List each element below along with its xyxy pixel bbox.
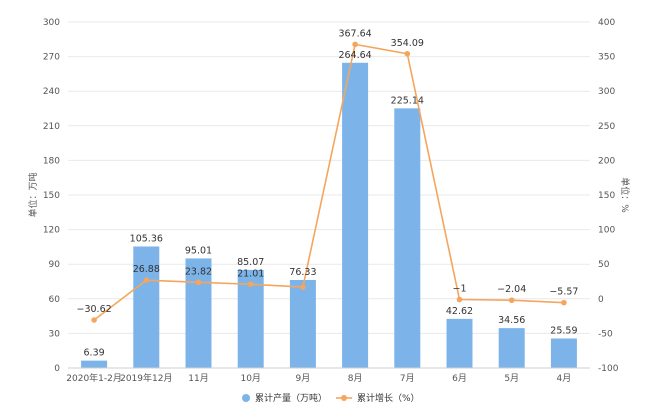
y-left-tick-label: 210	[43, 122, 60, 132]
y-right-axis-title: 单位：%	[619, 177, 631, 213]
bar	[342, 62, 369, 369]
line-data-label: 354.09	[391, 38, 424, 49]
legend-line-dot	[341, 395, 347, 401]
bar-data-label: 264.64	[338, 50, 371, 61]
bar	[394, 108, 421, 368]
y-left-tick-label: 0	[54, 364, 60, 374]
line-point	[508, 297, 515, 304]
line-data-label: −5.57	[549, 287, 578, 298]
bar-data-label: 225.14	[391, 95, 424, 106]
y-left-tick-label: 90	[49, 260, 61, 270]
line-point	[195, 279, 202, 286]
y-right-tick-label: -100	[598, 364, 619, 374]
line-data-label: −1	[452, 283, 466, 294]
line-point	[404, 50, 411, 57]
line-data-label: −30.62	[77, 304, 112, 315]
y-right-tick-label: 400	[598, 18, 615, 28]
x-tick-label: 11月	[188, 373, 208, 384]
bar-data-label: 76.33	[289, 267, 316, 278]
y-left-tick-label: 120	[43, 226, 60, 236]
axis-layer: 0 30 60 90 120 150 180 210 240 270 300 -100 -50 0 50 10…	[27, 18, 631, 384]
legend-line-label: 累计增长（%）	[357, 392, 420, 404]
y-left-tick-label: 60	[49, 295, 61, 305]
y-left-tick-label: 180	[43, 156, 60, 166]
line-data-label: 23.82	[185, 266, 212, 277]
y-right-tick-label: 0	[598, 295, 604, 305]
y-left-tick-label: 150	[43, 191, 60, 201]
bar	[81, 360, 108, 368]
x-tick-label: 2020年1-2月	[66, 372, 122, 384]
x-tick-label: 4月	[557, 373, 572, 384]
legend-bar-marker	[242, 394, 250, 402]
bar	[133, 246, 160, 368]
line-point	[300, 284, 306, 290]
line-point	[352, 41, 358, 48]
y-right-tick-label: -50	[598, 329, 613, 339]
x-tick-label: 10月	[240, 373, 260, 384]
bar-data-label: 85.07	[237, 257, 264, 268]
bar	[446, 318, 473, 368]
legend-bar-label: 累计产量（万吨）	[255, 392, 327, 404]
legend: 累计产量（万吨） 累计增长（%）	[242, 392, 420, 404]
bar-data-label: 95.01	[185, 245, 212, 256]
line-point	[91, 317, 97, 323]
y-left-tick-label: 270	[43, 53, 60, 63]
bar-layer	[81, 62, 577, 369]
bar	[289, 279, 316, 368]
line-point	[456, 296, 463, 303]
bar-data-label: 42.62	[446, 306, 473, 317]
x-tick-label: 8月	[348, 373, 363, 384]
bar	[498, 328, 525, 368]
y-left-tick-label: 30	[49, 329, 61, 339]
line-data-label: 26.88	[133, 264, 160, 275]
line-point	[143, 277, 150, 283]
y-right-tick-label: 350	[598, 53, 615, 63]
bar-data-label: 105.36	[130, 233, 163, 244]
bar	[185, 258, 212, 368]
y-left-tick-label: 300	[43, 18, 60, 28]
label-layer: 6.39 105.36 95.01 85.07 76.33 264.64 225.14 42.…	[77, 28, 579, 358]
x-tick-label: 5月	[504, 373, 519, 384]
bar-data-label: 34.56	[498, 315, 525, 326]
y-right-tick-label: 300	[598, 87, 615, 97]
y-left-axis-title: 单位：万吨	[27, 172, 39, 217]
x-tick-label: 7月	[400, 373, 415, 384]
line-data-label: 21.01	[237, 268, 264, 279]
line-data-label: −2.04	[497, 284, 526, 295]
y-left-tick-label: 240	[43, 87, 60, 97]
line-data-label: 367.64	[338, 28, 371, 39]
y-right-tick-label: 200	[598, 156, 615, 166]
bar-data-label: 25.59	[550, 325, 577, 336]
y-right-tick-label: 100	[598, 226, 615, 236]
line-layer	[91, 41, 567, 323]
line-point	[561, 299, 567, 306]
line-point	[247, 281, 254, 288]
x-tick-label: 2019年12月	[120, 372, 172, 384]
bar	[550, 338, 577, 368]
x-tick-label: 6月	[452, 373, 467, 384]
line-series-path	[93, 43, 564, 321]
y-right-tick-label: 50	[598, 260, 610, 270]
x-tick-label: 9月	[296, 373, 311, 384]
y-right-tick-label: 250	[598, 122, 615, 132]
bar-data-label: 6.39	[84, 348, 105, 359]
y-right-tick-label: 150	[598, 191, 615, 201]
